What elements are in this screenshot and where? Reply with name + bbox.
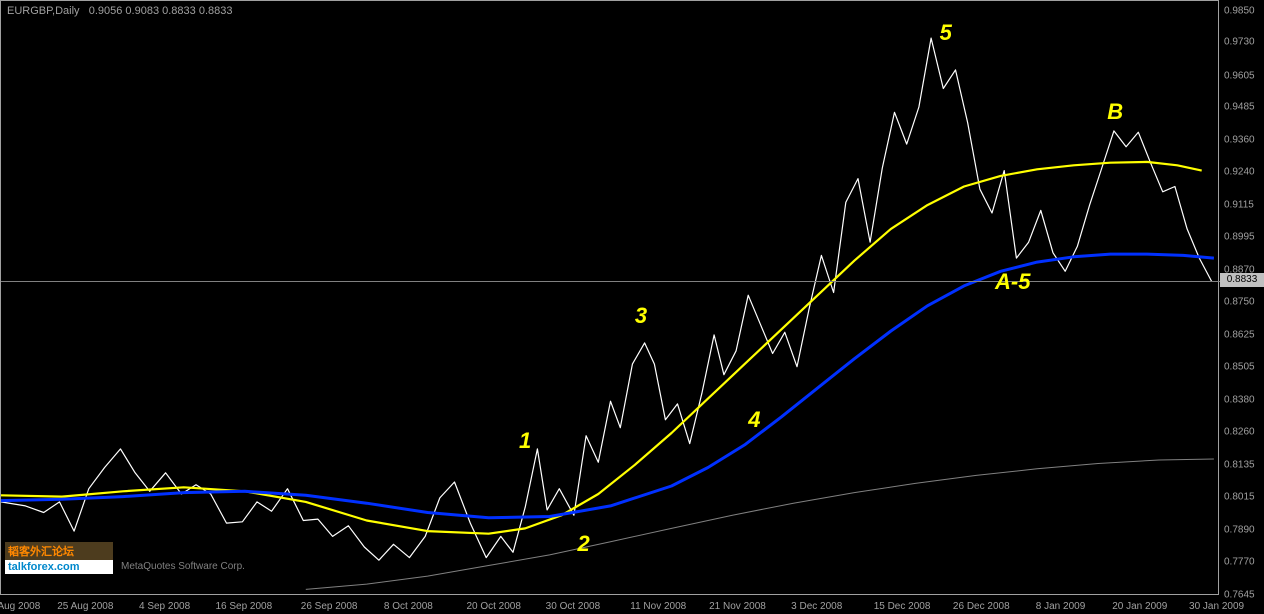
y-tick: 0.9730 — [1224, 37, 1255, 48]
symbol-timeframe: EURGBP,Daily — [7, 5, 80, 17]
y-tick: 0.7770 — [1224, 556, 1255, 567]
plot-area[interactable]: EURGBP,Daily 0.9056 0.9083 0.8833 0.8833… — [0, 0, 1219, 595]
x-tick: 16 Sep 2008 — [215, 601, 272, 612]
y-tick: 0.9240 — [1224, 167, 1255, 178]
y-tick: 0.7890 — [1224, 525, 1255, 536]
y-tick: 0.8380 — [1224, 395, 1255, 406]
y-tick: 0.9850 — [1224, 5, 1255, 16]
series-ma_slow — [306, 459, 1214, 589]
x-tick: 8 Jan 2009 — [1036, 601, 1086, 612]
current-price-line — [1, 281, 1220, 282]
x-tick: 30 Oct 2008 — [546, 601, 600, 612]
wave-label-2: 2 — [578, 531, 590, 557]
x-tick: 30 Jan 2009 — [1189, 601, 1244, 612]
y-axis: 0.9850 0.9730 0.9605 0.9485 0.9360 0.9240 0.91… — [1220, 0, 1264, 595]
y-tick: 0.9485 — [1224, 102, 1255, 113]
x-tick: 26 Sep 2008 — [301, 601, 358, 612]
current-price-tag: 0.8833 — [1220, 273, 1264, 287]
x-tick: 26 Dec 2008 — [953, 601, 1010, 612]
series-price — [1, 38, 1212, 560]
wave-label-5: 5 — [940, 20, 952, 46]
y-tick: 0.8505 — [1224, 362, 1255, 373]
chart-header: EURGBP,Daily 0.9056 0.9083 0.8833 0.8833 — [7, 5, 232, 17]
x-tick: 4 Sep 2008 — [139, 601, 190, 612]
y-tick: 0.8750 — [1224, 297, 1255, 308]
x-tick: 25 Aug 2008 — [57, 601, 113, 612]
x-tick: 8 Oct 2008 — [384, 601, 433, 612]
chart-svg — [1, 1, 1220, 596]
x-tick: 20 Jan 2009 — [1112, 601, 1167, 612]
wave-label-1: 1 — [519, 428, 531, 454]
ohlc-values: 0.9056 0.9083 0.8833 0.8833 — [89, 5, 233, 17]
x-tick: 3 Dec 2008 — [791, 601, 842, 612]
x-tick: 20 Oct 2008 — [466, 601, 520, 612]
y-tick: 0.8260 — [1224, 427, 1255, 438]
watermark-line2: talkforex.com — [5, 560, 113, 574]
x-tick: 21 Nov 2008 — [709, 601, 766, 612]
y-tick: 0.9360 — [1224, 135, 1255, 146]
y-tick: 0.8995 — [1224, 232, 1255, 243]
watermark: 韬客外汇论坛 talkforex.com — [5, 542, 113, 572]
series-ma_fast — [1, 162, 1202, 534]
watermark-line1: 韬客外汇论坛 — [5, 542, 113, 560]
y-tick: 0.8625 — [1224, 330, 1255, 341]
footer-copyright: MetaQuotes Software Corp. — [121, 561, 245, 572]
series-ma_mid — [1, 254, 1214, 518]
x-axis: 13 Aug 2008 25 Aug 2008 4 Sep 2008 16 Sep 2… — [0, 596, 1219, 614]
wave-label-A-5: A-5 — [995, 269, 1030, 295]
wave-label-B: B — [1107, 99, 1123, 125]
wave-label-3: 3 — [635, 303, 647, 329]
y-tick: 0.9605 — [1224, 70, 1255, 81]
y-tick: 0.7645 — [1224, 590, 1255, 601]
x-tick: 11 Nov 2008 — [630, 601, 686, 612]
wave-label-4: 4 — [748, 407, 760, 433]
y-tick: 0.8135 — [1224, 460, 1255, 471]
y-tick: 0.9115 — [1224, 200, 1254, 211]
x-tick: 13 Aug 2008 — [0, 601, 40, 612]
y-tick: 0.8015 — [1224, 491, 1255, 502]
x-tick: 15 Dec 2008 — [874, 601, 931, 612]
chart-container: EURGBP,Daily 0.9056 0.9083 0.8833 0.8833… — [0, 0, 1264, 614]
